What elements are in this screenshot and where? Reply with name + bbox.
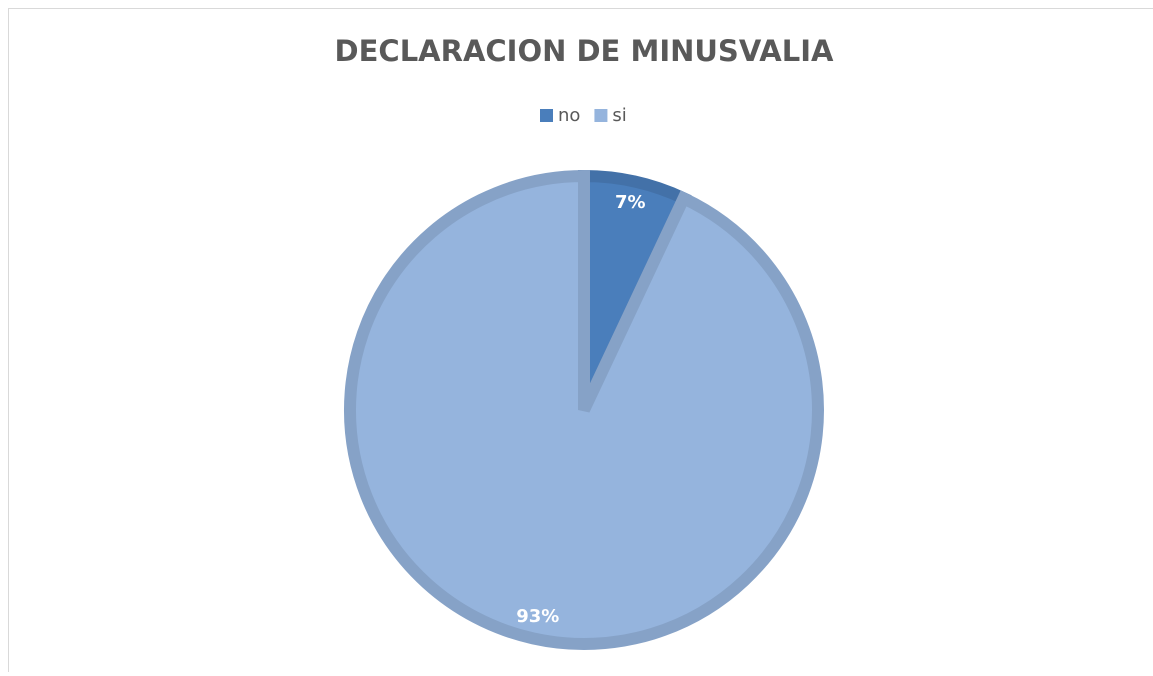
legend-label: si [612, 105, 626, 126]
data-label: 7% [615, 192, 646, 213]
legend-swatch [594, 109, 607, 122]
pie-slice [350, 176, 818, 644]
data-label: 93% [516, 606, 559, 627]
legend-swatch [540, 109, 553, 122]
pie: 7% 93% [350, 176, 818, 644]
chart-title: DECLARACION DE MINUSVALIA [335, 34, 834, 68]
legend-label: no [558, 105, 580, 126]
